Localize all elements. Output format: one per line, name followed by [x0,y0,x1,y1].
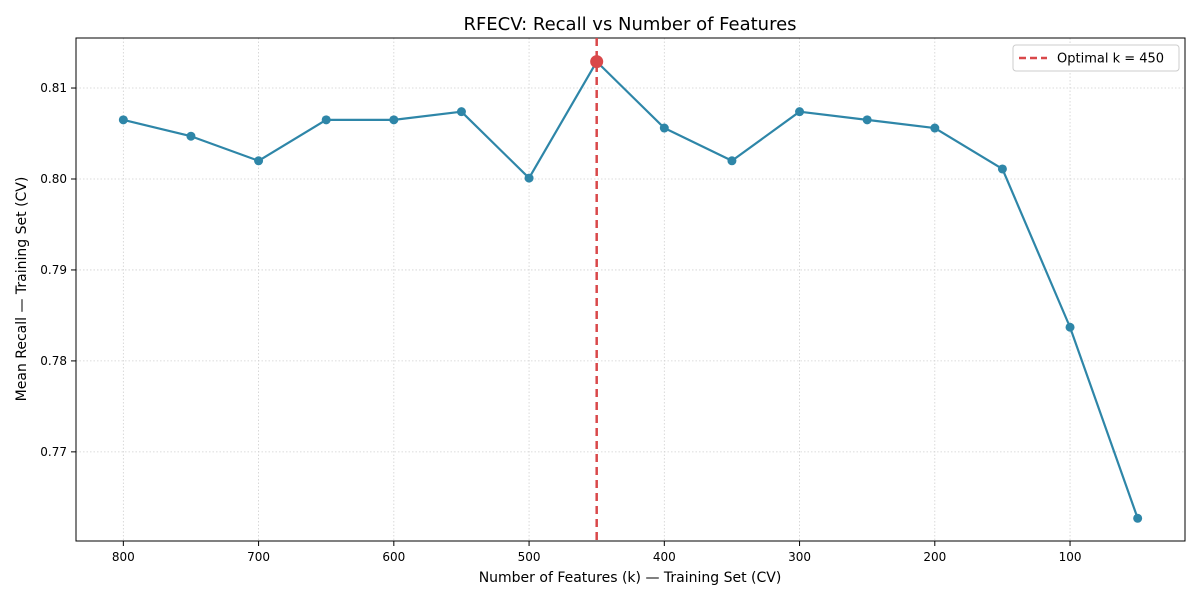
y-tick-label: 0.79 [40,263,67,277]
x-tick-label: 100 [1059,550,1082,564]
data-point [118,115,128,125]
y-tick-label: 0.78 [40,354,67,368]
data-point [254,156,264,166]
y-tick-label: 0.81 [40,81,67,95]
recall-line [123,60,1139,519]
y-axis-label: Mean Recall — Training Set (CV) [14,177,30,402]
legend-box [1012,44,1180,72]
data-point [727,156,737,166]
x-tick-label: 500 [518,550,541,564]
data-point [389,115,399,125]
data-point [1133,513,1143,523]
grid [76,38,1185,541]
x-tick-label: 800 [112,550,135,564]
data-point [795,107,805,117]
x-tick-label: 600 [382,550,405,564]
x-tick-label: 400 [653,550,676,564]
optimal-point [590,55,604,69]
data-point [186,131,196,141]
data-point [862,115,872,125]
legend-optimal-label: Optimal k = 450 [1057,52,1164,67]
data-point [321,115,331,125]
data-point [456,107,466,117]
y-tick-label: 0.80 [40,172,67,186]
data-point [659,123,669,133]
plot-area [118,38,1143,541]
y-tick-label: 0.77 [40,445,67,459]
data-point [524,173,534,183]
axes: 800 700 600 500 400 300 200 100 0.77 0.78 0.79 0.80… [40,37,1186,564]
x-tick-label: 200 [923,550,946,564]
legend: Optimal k = 450 [1012,44,1180,72]
data-point [997,164,1007,174]
data-point [1065,322,1075,332]
x-axis-label: Number of Features (k) — Training Set (C… [479,570,782,586]
plot-frame [75,37,1186,542]
data-point [930,123,940,133]
x-tick-label: 700 [247,550,270,564]
x-tick-label: 300 [788,550,811,564]
chart-title: RFECV: Recall vs Number of Features [463,14,796,35]
